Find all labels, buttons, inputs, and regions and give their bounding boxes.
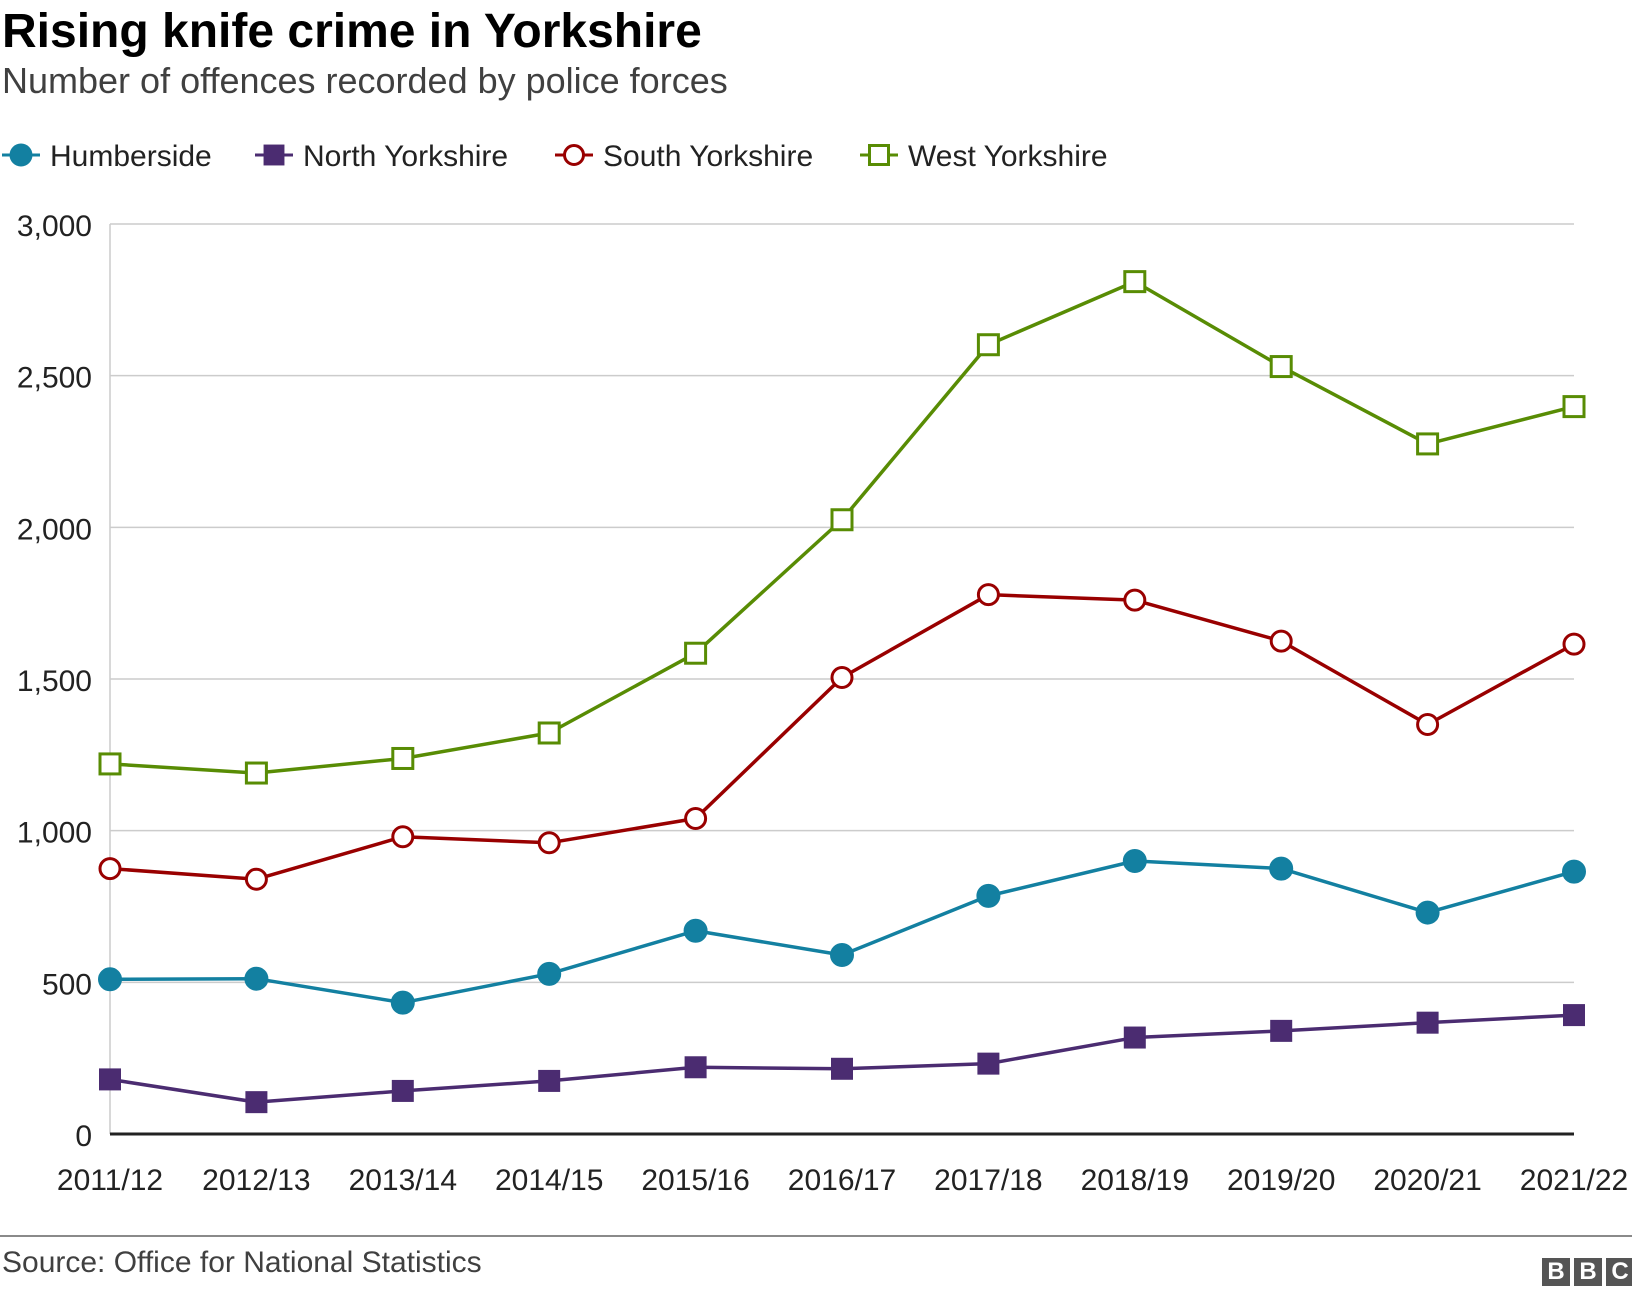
data-point <box>98 752 122 776</box>
x-tick-label: 2020/21 <box>1373 1164 1481 1197</box>
data-point <box>1415 900 1440 925</box>
data-point <box>390 990 415 1015</box>
data-point <box>537 721 561 745</box>
x-tick-label: 2019/20 <box>1227 1164 1335 1197</box>
chart-legend: Humberside North Yorkshire South Yorkshire… <box>2 140 1108 173</box>
y-tick-label: 500 <box>42 968 92 1001</box>
legend-label: West Yorkshire <box>908 140 1108 173</box>
logo-letter-b1: B <box>1542 1258 1570 1286</box>
y-axis-ticks: 0 500 1,000 1,500 2,000 2,500 3,000 <box>17 210 92 1153</box>
data-point <box>683 918 708 943</box>
data-point <box>1416 432 1440 456</box>
data-point <box>976 883 1001 908</box>
chart-subtitle: Number of offences recorded by police fo… <box>2 60 728 101</box>
x-axis-ticks: 2011/12 2012/13 2013/14 2014/15 2015/16 2016/… <box>57 1164 1628 1197</box>
data-point <box>977 1052 1000 1075</box>
data-point <box>391 1079 414 1102</box>
x-tick-label: 2011/12 <box>57 1164 163 1197</box>
data-point <box>976 333 1000 357</box>
data-point <box>1269 355 1293 379</box>
data-point <box>1562 859 1586 884</box>
data-point <box>391 825 415 849</box>
data-point <box>1122 849 1147 873</box>
source-note: Source: Office for National Statistics <box>2 1246 482 1279</box>
data-point <box>244 966 269 991</box>
x-tick-label: 2018/19 <box>1081 1164 1189 1197</box>
legend-marker <box>9 143 33 167</box>
legend-item: South Yorkshire <box>555 140 813 173</box>
chart-series <box>98 270 1586 1114</box>
data-point <box>1416 713 1440 736</box>
data-point <box>537 961 562 986</box>
data-point <box>976 583 1000 607</box>
data-point <box>1562 395 1586 419</box>
data-point <box>1269 629 1293 653</box>
data-point <box>99 1068 121 1091</box>
data-point <box>830 508 854 532</box>
data-point <box>1563 1004 1585 1027</box>
x-tick-label: 2015/16 <box>641 1164 749 1197</box>
legend-label: South Yorkshire <box>603 140 813 173</box>
legend-item: Humberside <box>2 140 212 173</box>
y-tick-label: 2,500 <box>17 362 92 395</box>
x-tick-label: 2013/14 <box>349 1164 457 1197</box>
data-point <box>98 967 122 992</box>
x-tick-label: 2017/18 <box>934 1164 1042 1197</box>
data-point <box>391 746 415 770</box>
data-point <box>1562 632 1586 656</box>
series-west-yorkshire <box>98 270 1586 785</box>
y-tick-label: 1,000 <box>17 817 92 850</box>
data-point <box>684 807 708 831</box>
series-humberside <box>98 849 1586 1015</box>
logo-letter-c: C <box>1606 1258 1632 1286</box>
y-tick-label: 0 <box>75 1120 92 1153</box>
data-point <box>1416 1011 1439 1034</box>
y-tick-label: 1,500 <box>17 665 92 698</box>
data-point <box>684 641 708 665</box>
legend-marker <box>563 144 585 166</box>
data-point <box>538 1069 561 1092</box>
series-line <box>109 859 1575 1005</box>
logo-letter-b2: B <box>1574 1258 1602 1286</box>
legend-label: North Yorkshire <box>303 140 508 173</box>
data-point <box>1269 856 1294 881</box>
data-point <box>830 943 854 968</box>
data-point <box>245 1091 268 1114</box>
y-tick-label: 3,000 <box>17 210 92 243</box>
bbc-logo: B B C <box>1542 1258 1632 1286</box>
series-north-yorkshire <box>99 1004 1585 1114</box>
data-point <box>1123 588 1147 612</box>
x-tick-label: 2021/22 <box>1520 1164 1628 1197</box>
legend-marker <box>263 144 285 166</box>
footer-divider <box>0 1235 1632 1237</box>
x-tick-label: 2012/13 <box>202 1164 310 1197</box>
x-tick-label: 2016/17 <box>788 1164 896 1197</box>
y-tick-label: 2,000 <box>17 513 92 546</box>
legend-item: West Yorkshire <box>860 140 1108 173</box>
series-south-yorkshire <box>98 583 1586 891</box>
data-point <box>830 665 854 689</box>
data-point <box>1123 1026 1146 1049</box>
data-point <box>831 1057 853 1080</box>
data-point <box>98 857 122 881</box>
x-tick-label: 2014/15 <box>495 1164 603 1197</box>
data-point <box>1123 270 1147 294</box>
data-point <box>1270 1019 1293 1042</box>
data-point <box>244 867 268 891</box>
legend-marker <box>868 144 890 166</box>
legend-label: Humberside <box>50 140 212 173</box>
chart-title: Rising knife crime in Yorkshire <box>2 5 702 58</box>
data-point <box>684 1056 707 1079</box>
series-line <box>109 592 1575 881</box>
data-point <box>244 761 268 785</box>
data-point <box>537 831 561 855</box>
legend-item: North Yorkshire <box>255 140 508 173</box>
